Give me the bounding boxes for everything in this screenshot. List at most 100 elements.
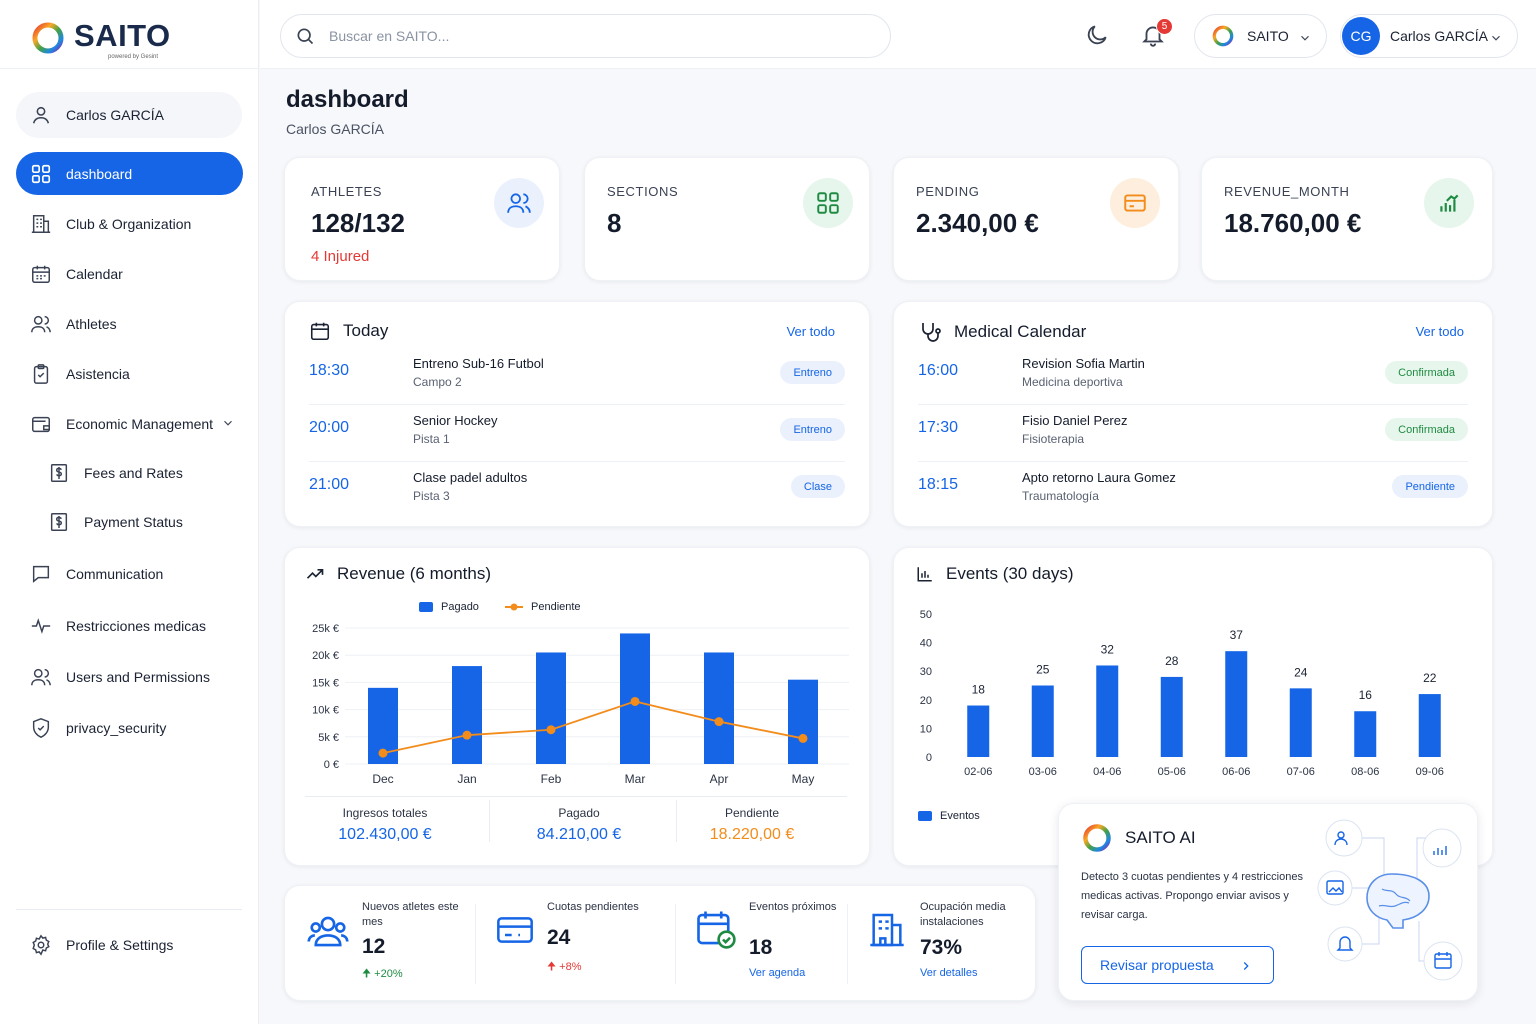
y-tick-label: 0 € (324, 759, 339, 771)
list-item[interactable]: 18:15 Apto retorno Laura Gomez Traumatol… (918, 462, 1468, 519)
y-tick-label: 10k € (312, 705, 339, 717)
sidebar-item-athletes[interactable]: Athletes (16, 302, 243, 345)
sidebar-item-label: Asistencia (66, 365, 130, 382)
stethoscope-icon (922, 323, 941, 342)
event-name: Senior Hockey (413, 413, 498, 428)
card-title-text: Revenue (6 months) (337, 564, 492, 583)
event-name: Clase padel adultos (413, 470, 528, 485)
stat-delta: 🠉 +20% (362, 965, 403, 984)
sidebar-item-fees[interactable]: Fees and Rates (16, 451, 243, 494)
bell-icon[interactable] (1140, 22, 1166, 48)
list-item[interactable]: 20:00 Senior Hockey Pista 1 Entreno (309, 405, 845, 462)
search-input[interactable] (329, 28, 849, 44)
summary-value: 102.430,00 € (338, 826, 432, 843)
appointment-type: Medicina deportiva (1022, 375, 1123, 389)
sidebar-item-dashboard[interactable]: dashboard (16, 152, 243, 195)
sidebar-item-communication[interactable]: Communication (16, 552, 243, 595)
event-time: 21:00 (309, 476, 350, 493)
kpi-value: 128/132 (311, 208, 405, 238)
event-location: Pista 3 (413, 489, 450, 503)
list-item[interactable]: 18:30 Entreno Sub-16 Futbol Campo 2 Entr… (309, 348, 845, 405)
stat-occupancy[interactable]: Ocupación media instalaciones 73% Ver de… (847, 886, 1037, 1004)
shield-icon (32, 717, 50, 738)
sidebar-item-club[interactable]: Club & Organization (16, 202, 243, 245)
page-subtitle: Carlos GARCÍA (286, 121, 385, 137)
today-see-all-link[interactable]: Ver todo (786, 324, 835, 339)
today-card: Today Ver todo 18:30 Entreno Sub-16 Futb… (284, 301, 870, 527)
users-icon (307, 916, 349, 947)
kpi-card-sections[interactable]: SECTIONS 8 (584, 157, 870, 281)
stat-value: 24 (547, 926, 571, 949)
event-tag: Entreno (780, 418, 845, 441)
stat-separator (847, 904, 848, 984)
review-proposal-button[interactable]: Revisar propuesta (1081, 946, 1274, 984)
topbar: 5 SAITO CG Carlos GARCÍA (260, 0, 1536, 69)
kpi-value: 18.760,00 € (1224, 208, 1362, 238)
legend-item-eventos: Eventos (918, 810, 980, 822)
sidebar-user[interactable]: Carlos GARCÍA (16, 92, 242, 138)
sidebar-item-restricciones[interactable]: Restricciones medicas (16, 604, 243, 647)
x-tick-label: Dec (372, 772, 393, 786)
revenue-title: Revenue (6 months) (305, 564, 491, 584)
pending-point (630, 696, 640, 706)
summary-separator (676, 800, 677, 842)
sidebar-item-privacy[interactable]: privacy_security (16, 706, 243, 749)
sidebar-item-calendar[interactable]: Calendar (16, 252, 243, 295)
x-tick-label: Feb (541, 772, 562, 786)
appointment-type: Traumatología (1022, 489, 1099, 503)
kpi-card-revenue[interactable]: REVENUE_MONTH 18.760,00 € (1201, 157, 1493, 281)
event-location: Pista 1 (413, 432, 450, 446)
stat-title: Nuevos atletes este mes (362, 901, 459, 928)
org-selector[interactable]: SAITO (1194, 14, 1327, 58)
button-label: Revisar propuesta (1100, 957, 1214, 973)
legend-line-swatch (505, 603, 523, 611)
wallet-icon (32, 416, 50, 432)
kpi-card-pending[interactable]: PENDING 2.340,00 € (893, 157, 1179, 281)
revenue-bar (704, 652, 734, 764)
medical-title: Medical Calendar (918, 320, 1086, 344)
pending-line (382, 700, 804, 755)
x-tick-label: 06-06 (1222, 766, 1250, 778)
ai-title: SAITO AI (1081, 822, 1196, 854)
kpi-card-athletes[interactable]: ATHLETES 128/132 4 Injured (284, 157, 560, 281)
stat-separator (475, 904, 476, 984)
moon-icon[interactable] (1084, 22, 1110, 48)
sidebar-item-label: Payment Status (84, 513, 183, 530)
summary-total: Ingresos totales 102.430,00 € (300, 806, 470, 844)
legend-label: Pagado (441, 601, 479, 613)
summary-label: Pendiente (724, 806, 780, 820)
list-item[interactable]: 17:30 Fisio Daniel Perez Fisioterapia Co… (918, 405, 1468, 462)
status-badge: Confirmada (1385, 361, 1468, 384)
stat-title: Eventos próximos (749, 901, 837, 913)
summary-label: Pagado (558, 806, 600, 820)
stat-upcoming-events[interactable]: Eventos próximos 18 Ver agenda (675, 886, 847, 1004)
stat-new-athletes[interactable]: Nuevos atletes este mes 12 🠉 +20% (285, 886, 475, 1004)
ai-brain-illustration (1317, 819, 1463, 981)
sidebar-item-profile-settings[interactable]: Profile & Settings (16, 923, 243, 966)
search-bar[interactable] (280, 14, 891, 58)
list-item[interactable]: 21:00 Clase padel adultos Pista 3 Clase (309, 462, 845, 519)
x-tick-label: May (792, 772, 815, 786)
stat-delta-value: +20% (374, 968, 403, 980)
pending-point (798, 733, 808, 743)
chevron-down-icon[interactable] (221, 416, 235, 430)
kpi-icon-wrap (1110, 178, 1160, 228)
list-item[interactable]: 16:00 Revision Sofia Martin Medicina dep… (918, 348, 1468, 405)
card-icon (497, 917, 533, 943)
sidebar-item-asistencia[interactable]: Asistencia (16, 352, 243, 395)
stat-pending-fees[interactable]: Cuotas pendientes 24 🠉 +8% (475, 886, 675, 1004)
y-tick-label: 15k € (312, 677, 339, 689)
ai-title-text: SAITO AI (1125, 828, 1196, 847)
event-time: 20:00 (309, 419, 350, 436)
ai-message: Detecto 3 cuotas pendientes y 4 restricc… (1081, 871, 1303, 921)
sidebar-item-economic[interactable]: Economic Management (16, 402, 243, 445)
clipboard-check-icon (33, 363, 49, 384)
sidebar-item-label: Restricciones medicas (66, 617, 207, 634)
medical-see-all-link[interactable]: Ver todo (1415, 324, 1464, 339)
profile-menu[interactable]: CG Carlos GARCÍA (1340, 14, 1518, 58)
pending-point (546, 725, 556, 735)
stat-link[interactable]: Ver agenda (749, 967, 806, 979)
stat-link[interactable]: Ver detalles (920, 967, 978, 979)
sidebar-item-users[interactable]: Users and Permissions (16, 655, 243, 698)
sidebar-item-payment[interactable]: Payment Status (16, 500, 243, 543)
